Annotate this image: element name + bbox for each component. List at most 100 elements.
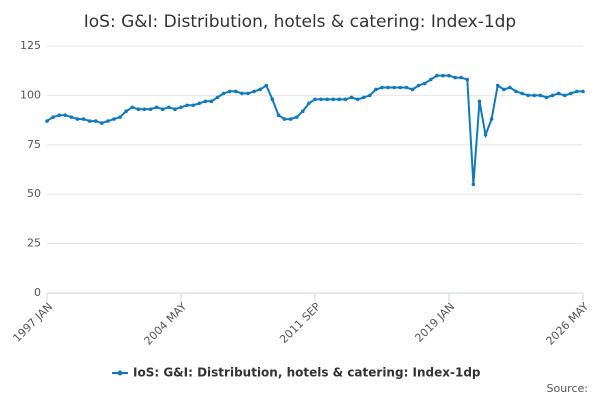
data-point — [392, 85, 396, 90]
data-point — [495, 83, 500, 88]
data-point — [276, 113, 281, 117]
data-point — [215, 95, 220, 100]
data-point — [441, 73, 445, 78]
legend-label: IoS: G&I: Distribution, hotels & caterin… — [133, 366, 481, 380]
series-line — [46, 74, 583, 185]
data-point — [544, 95, 549, 100]
data-point — [368, 93, 372, 98]
data-point — [386, 85, 390, 90]
data-point — [106, 119, 110, 123]
data-point — [307, 101, 311, 106]
data-point — [550, 93, 555, 98]
data-point — [191, 103, 195, 108]
data-point — [240, 91, 244, 96]
y-tick-label: 25 — [27, 237, 41, 250]
data-point — [69, 115, 74, 119]
data-point — [569, 91, 573, 96]
data-point — [209, 99, 214, 104]
data-point — [75, 117, 80, 121]
data-point — [227, 89, 232, 94]
data-point — [404, 85, 409, 90]
data-point — [508, 85, 512, 90]
data-point — [294, 115, 299, 119]
data-point — [471, 182, 476, 187]
data-point — [112, 117, 116, 121]
data-point — [459, 75, 463, 80]
data-point — [465, 77, 470, 82]
data-point — [221, 91, 226, 96]
data-point — [148, 107, 153, 112]
data-point — [258, 87, 262, 92]
data-point — [160, 107, 165, 112]
data-point — [264, 83, 269, 88]
data-point — [538, 93, 543, 98]
data-point — [428, 77, 433, 82]
data-point — [325, 97, 329, 102]
data-point — [416, 83, 421, 88]
data-point — [447, 73, 451, 78]
data-point — [575, 89, 579, 94]
data-point — [173, 107, 177, 112]
data-point — [410, 87, 415, 92]
data-point — [514, 89, 518, 94]
data-point — [81, 117, 86, 121]
data-point — [167, 105, 171, 110]
data-point — [45, 119, 49, 123]
data-point — [87, 119, 92, 123]
data-point — [246, 91, 250, 96]
data-point — [337, 97, 342, 102]
data-point — [477, 99, 482, 104]
data-point — [435, 73, 439, 78]
data-point — [532, 93, 537, 98]
data-point — [520, 91, 524, 96]
data-point — [398, 85, 403, 90]
y-tick-label: 125 — [20, 39, 41, 52]
data-point — [100, 121, 104, 125]
data-point — [313, 97, 317, 102]
data-point — [185, 103, 189, 108]
data-point — [483, 133, 488, 137]
data-point — [124, 109, 128, 114]
chart-title: IoS: G&I: Distribution, hotels & caterin… — [84, 12, 516, 32]
data-point — [252, 89, 256, 94]
data-point — [361, 95, 366, 100]
data-point — [203, 99, 208, 104]
x-tick-label: 1997 JAN — [10, 300, 55, 345]
data-point — [63, 113, 68, 117]
data-point — [556, 91, 561, 96]
data-point — [136, 107, 141, 112]
data-point — [282, 117, 287, 121]
data-point — [374, 87, 378, 92]
data-point — [562, 93, 567, 98]
data-point — [453, 75, 457, 80]
y-tick-label: 75 — [27, 138, 41, 151]
data-point — [51, 115, 55, 119]
data-point — [331, 97, 336, 102]
data-point — [502, 87, 506, 92]
source-label: Source: — [547, 382, 589, 395]
y-tick-label: 0 — [34, 286, 41, 299]
y-tick-label: 100 — [20, 88, 41, 101]
data-point — [301, 109, 305, 114]
data-point — [57, 113, 61, 117]
x-tick-label: 2011 SEP — [277, 300, 323, 346]
data-point — [349, 95, 354, 100]
data-point — [489, 117, 494, 121]
x-tick-label: 2019 JAN — [412, 300, 457, 345]
data-point — [422, 81, 427, 86]
data-point — [118, 115, 122, 119]
data-point — [197, 101, 202, 106]
legend-marker — [117, 370, 123, 376]
data-point — [343, 97, 348, 102]
data-point — [142, 107, 147, 112]
data-point — [130, 105, 135, 110]
data-point — [154, 105, 159, 110]
data-point — [380, 85, 384, 90]
y-tick-label: 50 — [27, 187, 41, 200]
data-point — [288, 117, 293, 121]
data-point — [581, 89, 585, 94]
data-point — [270, 97, 275, 102]
x-tick-label: 2004 MAY — [142, 300, 190, 348]
data-point — [526, 93, 530, 98]
